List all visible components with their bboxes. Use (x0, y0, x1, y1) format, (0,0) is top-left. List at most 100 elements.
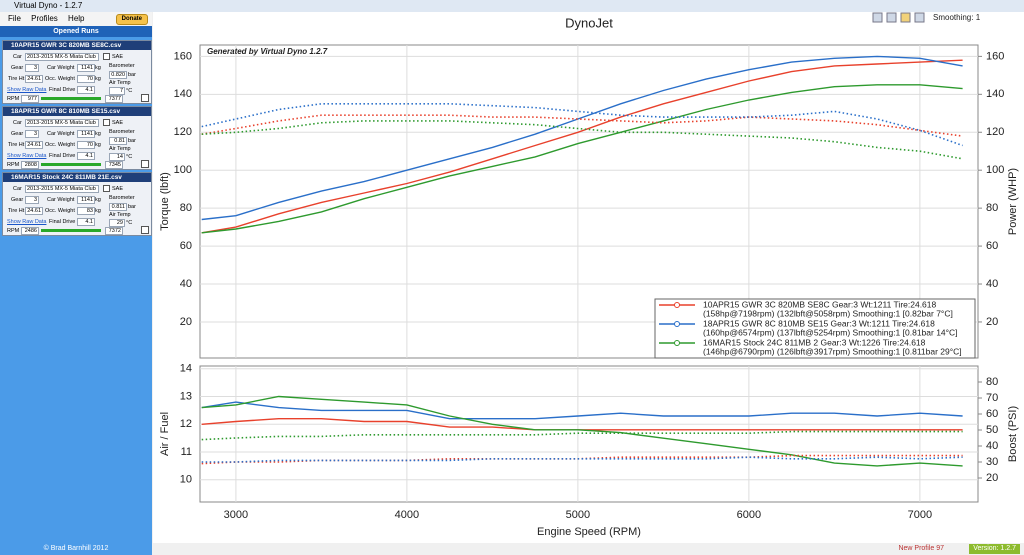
run-panel: 16MAR15 Stock 24C 811MB 21E.csv Car 2013-2… (2, 172, 152, 236)
tire-ht[interactable]: 24.61 (25, 141, 43, 149)
label: bar (128, 138, 136, 144)
show-raw-data[interactable]: Show Raw Data (7, 153, 47, 159)
y2-tick-label: 70 (986, 392, 998, 404)
final-drive[interactable]: 4.1 (77, 152, 95, 160)
label: °C (126, 220, 133, 226)
rpm-range (41, 163, 101, 166)
menu-item[interactable]: Profiles (31, 14, 58, 23)
profile-name[interactable]: New Profile 97 (898, 545, 944, 552)
y-tick-label: 120 (174, 126, 192, 138)
x-tick-label: 4000 (395, 509, 419, 521)
menu-item[interactable]: Help (68, 14, 85, 23)
window-title: Virtual Dyno - 1.2.7 (14, 1, 83, 10)
toolbar-icon[interactable] (914, 12, 925, 23)
rpm-max[interactable]: 7345 (105, 161, 123, 169)
barometer[interactable]: 0.81 (109, 137, 127, 145)
label: Air Temp (109, 80, 131, 86)
car-weight[interactable]: 1141 (77, 130, 95, 138)
label: kg (95, 131, 101, 137)
watermark: Generated by Virtual Dyno 1.2.7 (207, 47, 328, 56)
occ-weight[interactable]: 70 (77, 141, 95, 149)
gear-select[interactable]: 3 (25, 196, 39, 204)
gear-select[interactable]: 3 (25, 130, 39, 138)
label: °C (126, 88, 133, 94)
y2-tick-label: 30 (986, 456, 998, 468)
label: Car (13, 186, 22, 192)
sidebar: Opened Runs 10APR15 GWR 3C 820MB SE8C.cs… (0, 26, 152, 543)
y-axis-label: Air / Fuel (159, 412, 171, 456)
label: Tire Ht (8, 142, 25, 148)
final-drive[interactable]: 4.1 (77, 218, 95, 226)
barometer[interactable]: 0.820 (109, 71, 127, 79)
label: Barometer (109, 195, 135, 201)
label: kg (95, 208, 101, 214)
line (201, 55, 963, 221)
legend-marker (674, 340, 680, 346)
sae-checkbox[interactable] (103, 185, 110, 192)
label: Car Weight (47, 131, 75, 137)
show-raw-data[interactable]: Show Raw Data (7, 219, 47, 225)
run-options[interactable] (141, 160, 149, 168)
rpm-max[interactable]: 7377 (105, 95, 123, 103)
legend-detail: (160hp@6574rpm) (137lbft@5254rpm) Smooth… (703, 327, 958, 337)
rpm-range (41, 97, 101, 100)
x-tick-label: 6000 (737, 509, 761, 521)
final-drive[interactable]: 4.1 (77, 86, 95, 94)
toolbar-icon[interactable] (872, 12, 883, 23)
sae-checkbox[interactable] (103, 119, 110, 126)
rpm-min[interactable]: 2486 (21, 227, 39, 235)
run-file: 10APR15 GWR 3C 820MB SE8C.csv (3, 41, 151, 50)
donate-button[interactable]: Donate (115, 14, 148, 25)
run-file: 18APR15 GWR 8C 810MB SE15.csv (3, 107, 151, 116)
y-tick-label: 20 (180, 316, 192, 328)
chart-title: DynoJet (565, 15, 613, 30)
dotted-line (201, 430, 963, 441)
gear-select[interactable]: 3 (25, 64, 39, 72)
status-bar: New Profile 97 Version: 1.2.7 (152, 543, 1024, 555)
barometer[interactable]: 0.811 (109, 203, 127, 211)
y2-tick-label: 40 (986, 440, 998, 452)
menu-item[interactable]: File (8, 14, 21, 23)
label: kg (95, 142, 101, 148)
y-tick-label: 11 (181, 446, 192, 458)
label: Car (13, 120, 22, 126)
label: Tire Ht (8, 76, 25, 82)
label: Car Weight (47, 197, 75, 203)
air-temp[interactable]: 7 (109, 87, 125, 95)
tire-ht[interactable]: 24.61 (25, 75, 43, 83)
show-raw-data[interactable]: Show Raw Data (7, 87, 47, 93)
smoothing-select[interactable]: Smoothing: 1 (933, 13, 981, 22)
car-select[interactable]: 2013-2015 MX-5 Miata Club (25, 185, 99, 193)
car-weight[interactable]: 1141 (77, 196, 95, 204)
title-bar: Virtual Dyno - 1.2.7 (0, 0, 1024, 12)
label: RPM (7, 96, 20, 102)
y2-tick-label: 120 (986, 126, 1004, 138)
occ-weight[interactable]: 70 (77, 75, 95, 83)
rpm-min[interactable]: 2808 (21, 161, 39, 169)
toolbar-icon[interactable] (886, 12, 897, 23)
y-tick-label: 60 (180, 240, 192, 252)
y2-tick-label: 20 (986, 316, 998, 328)
rpm-max[interactable]: 7372 (105, 227, 123, 235)
label: Air Temp (109, 212, 131, 218)
air-temp[interactable]: 29 (109, 219, 125, 227)
rpm-min[interactable]: 977 (21, 95, 39, 103)
car-select[interactable]: 2013-2015 MX-5 Miata Club (25, 53, 99, 61)
x-tick-label: 7000 (908, 509, 932, 521)
run-options[interactable] (141, 94, 149, 102)
y-tick-label: 80 (180, 202, 192, 214)
y2-tick-label: 40 (986, 278, 998, 290)
occ-weight[interactable]: 83 (77, 207, 95, 215)
sae-checkbox[interactable] (103, 53, 110, 60)
car-weight[interactable]: 1141 (77, 64, 95, 72)
car-select[interactable]: 2013-2015 MX-5 Miata Club (25, 119, 99, 127)
tire-ht[interactable]: 24.61 (25, 207, 43, 215)
legend-detail: (158hp@7198rpm) (132lbft@5058rpm) Smooth… (703, 308, 953, 318)
run-panel: 18APR15 GWR 8C 810MB SE15.csv Car 2013-201… (2, 106, 152, 170)
air-temp[interactable]: 14 (109, 153, 125, 161)
run-file: 16MAR15 Stock 24C 811MB 21E.csv (3, 173, 151, 182)
y-tick-label: 12 (180, 418, 192, 430)
toolbar-icon[interactable] (900, 12, 911, 23)
label: Occ. Weight (45, 142, 75, 148)
run-options[interactable] (141, 226, 149, 234)
